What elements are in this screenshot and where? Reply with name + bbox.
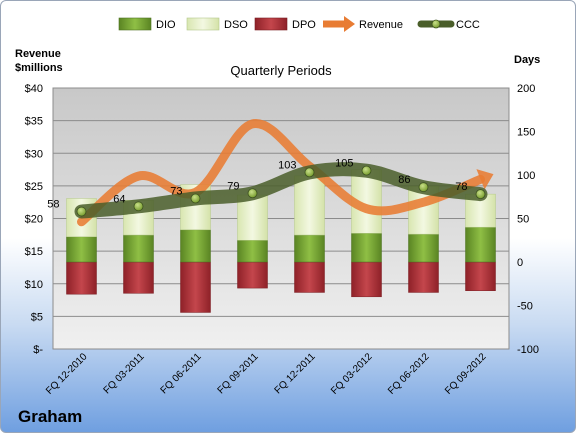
legend-swatch-ccc-marker bbox=[431, 19, 441, 29]
left-tick-label: $35 bbox=[25, 116, 43, 128]
bar-dso bbox=[237, 194, 268, 241]
left-tick-label: $10 bbox=[25, 279, 43, 291]
category-label: FQ 12-2011 bbox=[273, 351, 318, 396]
ccc-value-label: 58 bbox=[47, 199, 59, 211]
legend-swatch-dpo bbox=[254, 17, 288, 31]
right-tick-label: 200 bbox=[517, 83, 535, 95]
ccc-marker bbox=[133, 201, 144, 212]
legend-label-dio: DIO bbox=[156, 19, 176, 31]
category-label: FQ 09-2012 bbox=[443, 351, 489, 397]
right-tick-label: -50 bbox=[517, 301, 533, 313]
legend-swatch-revenue-arrowhead bbox=[344, 16, 355, 32]
ccc-marker bbox=[190, 193, 201, 204]
ccc-marker bbox=[418, 182, 429, 193]
ccc-marker bbox=[76, 206, 87, 217]
category-label: FQ 03-2011 bbox=[102, 351, 147, 396]
bar-dpo bbox=[351, 261, 382, 298]
legend-label-dpo: DPO bbox=[292, 19, 316, 31]
bar-dpo bbox=[294, 261, 325, 293]
revenue-line bbox=[77, 119, 485, 227]
ccc-marker bbox=[475, 189, 486, 200]
left-tick-label: $20 bbox=[25, 214, 43, 226]
left-tick-label: $5 bbox=[31, 311, 43, 323]
category-label: FQ 09-2011 bbox=[216, 351, 261, 396]
ccc-value-label: 105 bbox=[335, 158, 353, 170]
legend-label-ccc: CCC bbox=[456, 19, 480, 31]
bar-dio bbox=[465, 226, 496, 263]
left-tick-label: $25 bbox=[25, 181, 43, 193]
bar-dio bbox=[294, 234, 325, 263]
bar-dso bbox=[294, 175, 325, 236]
right-tick-label: 100 bbox=[517, 170, 535, 182]
bar-dpo bbox=[465, 261, 496, 291]
left-tick-label: $15 bbox=[25, 246, 43, 258]
bar-dio bbox=[180, 229, 211, 263]
ccc-value-label: 103 bbox=[278, 159, 296, 171]
ccc-value-label: 73 bbox=[170, 185, 182, 197]
bar-dpo bbox=[66, 261, 97, 295]
ccc-marker bbox=[304, 167, 315, 178]
company-name: Graham bbox=[18, 407, 82, 426]
category-label: FQ 03-2012 bbox=[329, 351, 375, 397]
bar-dio bbox=[66, 236, 97, 263]
bar-dio bbox=[408, 233, 439, 263]
left-axis-label-line2: $millions bbox=[15, 62, 63, 74]
ccc-marker bbox=[247, 188, 258, 199]
left-tick-label: $40 bbox=[25, 83, 43, 95]
chart-title: Quarterly Periods bbox=[230, 63, 332, 78]
ccc-value-label: 64 bbox=[113, 193, 125, 205]
bar-dpo bbox=[237, 261, 268, 289]
right-tick-label: -100 bbox=[517, 344, 539, 356]
left-tick-label: $30 bbox=[25, 148, 43, 160]
category-label: FQ 06-2011 bbox=[159, 351, 204, 396]
right-tick-label: 50 bbox=[517, 214, 529, 226]
right-tick-label: 150 bbox=[517, 127, 535, 139]
revenue-arrowhead bbox=[476, 169, 494, 190]
ccc-value-label: 79 bbox=[227, 180, 239, 192]
ccc-value-label: 86 bbox=[398, 174, 410, 186]
ccc-marker bbox=[361, 165, 372, 176]
category-label: FQ 12-2010 bbox=[44, 351, 90, 397]
bar-dpo bbox=[123, 261, 154, 294]
legend-label-dso: DSO bbox=[224, 19, 248, 31]
bar-dio bbox=[351, 233, 382, 263]
right-axis-label: Days bbox=[514, 54, 540, 66]
legend-swatch-dio bbox=[118, 17, 152, 31]
left-tick-label: $- bbox=[33, 344, 43, 356]
bar-dpo bbox=[180, 261, 211, 313]
legend-swatch-dso bbox=[186, 17, 220, 31]
ccc-value-label: 78 bbox=[455, 181, 467, 193]
bar-dpo bbox=[408, 261, 439, 293]
bar-dio bbox=[237, 240, 268, 263]
left-axis-label-line1: Revenue bbox=[15, 48, 61, 60]
category-label: FQ 06-2012 bbox=[386, 351, 432, 397]
right-tick-label: 0 bbox=[517, 257, 523, 269]
legend-label-revenue: Revenue bbox=[359, 19, 403, 31]
bar-dio bbox=[123, 234, 154, 263]
